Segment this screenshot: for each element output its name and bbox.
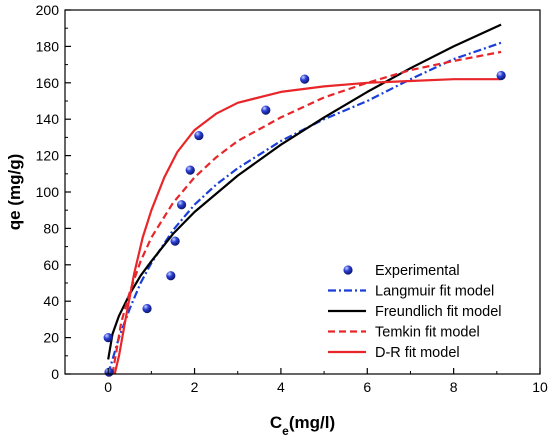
y-tick-label: 60 — [43, 257, 59, 273]
legend-label-3: D-R fit model — [375, 345, 460, 361]
experimental-point — [176, 200, 187, 210]
x-axis-title-sub: e — [282, 424, 289, 438]
experimental-point — [300, 74, 310, 84]
series-line-0 — [107, 41, 502, 375]
experimental-point — [142, 303, 152, 314]
x-axis-title: Ce(mg/l) — [270, 413, 335, 438]
experimental-point — [166, 271, 176, 281]
y-tick-label: 200 — [36, 2, 60, 18]
legend: Experimental Langmuir fit model Freundlich… — [328, 263, 502, 361]
legend-label-experimental: Experimental — [375, 263, 460, 279]
legend-label-0: Langmuir fit model — [375, 284, 494, 300]
experimental-point — [261, 105, 271, 115]
fit-curves — [107, 23, 502, 375]
y-tick-label: 100 — [36, 184, 60, 200]
x-tick-label: 0 — [104, 379, 112, 395]
experimental-point — [104, 367, 114, 377]
y-tick-label: 40 — [43, 293, 59, 309]
experimental-points — [103, 70, 506, 377]
experimental-point — [194, 130, 204, 141]
legend-label-2: Temkin fit model — [375, 325, 480, 341]
experimental-point — [103, 333, 113, 343]
y-tick-label: 0 — [51, 366, 59, 382]
legend-marker-experimental — [343, 265, 353, 275]
x-tick-label: 2 — [191, 379, 199, 395]
y-tick-label: 180 — [36, 38, 60, 54]
series-line-1 — [107, 23, 502, 360]
x-tick-label: 6 — [363, 379, 371, 395]
x-tick-label: 4 — [277, 379, 285, 395]
y-tick-label: 120 — [36, 148, 60, 164]
x-tick-label: 8 — [450, 379, 458, 395]
experimental-point — [496, 70, 506, 81]
x-axis-title-main: C — [270, 413, 282, 432]
x-axis-title-unit: (mg/l) — [289, 413, 335, 432]
experimental-point — [185, 165, 195, 175]
legend-label-1: Freundlich fit model — [375, 304, 502, 320]
y-tick-label: 20 — [43, 330, 59, 346]
y-axis-title: qe (mg/g) — [5, 154, 24, 231]
x-tick-label: 10 — [532, 379, 548, 395]
y-tick-label: 80 — [43, 220, 59, 236]
y-tick-label: 160 — [36, 75, 60, 91]
y-tick-label: 140 — [36, 111, 60, 127]
series-line-3 — [113, 78, 502, 375]
experimental-point — [170, 236, 180, 246]
